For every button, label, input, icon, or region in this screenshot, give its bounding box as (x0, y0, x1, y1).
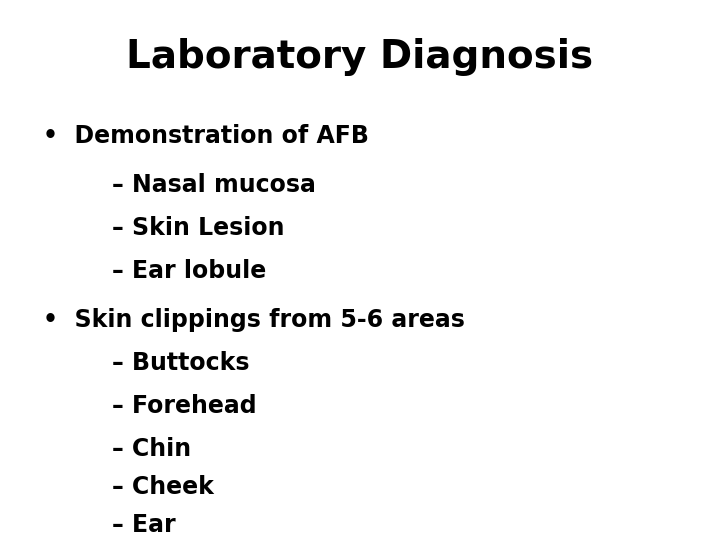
Text: – Nasal mucosa: – Nasal mucosa (79, 173, 316, 197)
Text: – Ear: – Ear (79, 513, 176, 537)
Text: – Skin Lesion: – Skin Lesion (79, 216, 284, 240)
Text: Laboratory Diagnosis: Laboratory Diagnosis (127, 38, 593, 76)
Text: •  Skin clippings from 5-6 areas: • Skin clippings from 5-6 areas (43, 308, 465, 332)
Text: – Forehead: – Forehead (79, 394, 257, 418)
Text: – Buttocks: – Buttocks (79, 351, 250, 375)
Text: – Ear lobule: – Ear lobule (79, 259, 266, 283)
Text: – Chin: – Chin (79, 437, 192, 461)
Text: – Cheek: – Cheek (79, 475, 214, 499)
Text: •  Demonstration of AFB: • Demonstration of AFB (43, 124, 369, 148)
